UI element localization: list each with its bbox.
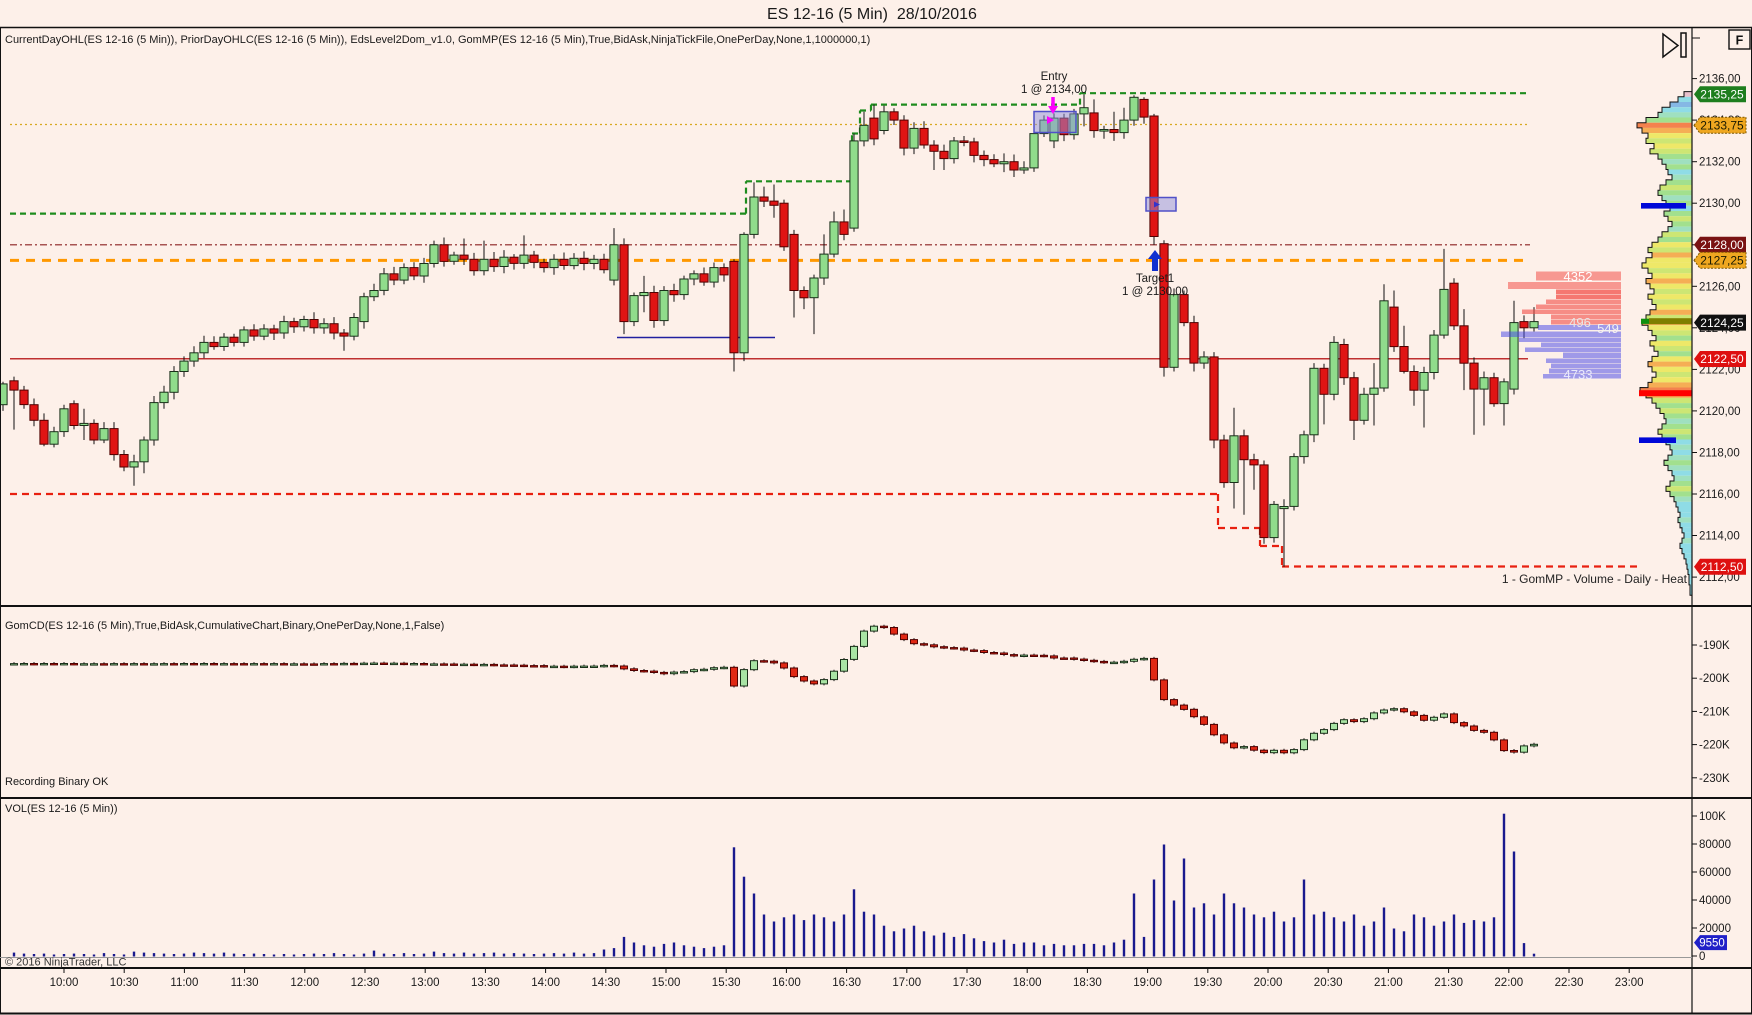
svg-text:F: F <box>1736 34 1744 48</box>
svg-text:13:30: 13:30 <box>471 977 500 989</box>
svg-text:2124,25: 2124,25 <box>1700 316 1744 330</box>
svg-text:2126,00: 2126,00 <box>1699 281 1741 293</box>
svg-text:12:00: 12:00 <box>290 977 319 989</box>
svg-text:20:30: 20:30 <box>1314 977 1343 989</box>
svg-text:© 2016 NinjaTrader, LLC: © 2016 NinjaTrader, LLC <box>5 957 126 969</box>
svg-text:-190K: -190K <box>1699 640 1730 652</box>
svg-text:496: 496 <box>1569 315 1591 330</box>
svg-text:12:30: 12:30 <box>351 977 380 989</box>
svg-text:80000: 80000 <box>1699 839 1731 851</box>
svg-text:20000: 20000 <box>1699 923 1731 935</box>
svg-text:ES 12-16 (5 Min) 28/10/2016: ES 12-16 (5 Min) 28/10/2016 <box>767 6 977 23</box>
svg-text:19:30: 19:30 <box>1193 977 1222 989</box>
svg-text:19:00: 19:00 <box>1133 977 1162 989</box>
svg-text:17:30: 17:30 <box>953 977 982 989</box>
svg-text:4352: 4352 <box>1564 269 1593 284</box>
svg-text:18:30: 18:30 <box>1073 977 1102 989</box>
svg-text:1 @ 2134,00: 1 @ 2134,00 <box>1021 84 1087 96</box>
svg-text:2114,00: 2114,00 <box>1699 531 1740 543</box>
svg-text:17:00: 17:00 <box>892 977 921 989</box>
svg-text:2116,00: 2116,00 <box>1699 489 1740 501</box>
svg-text:10:30: 10:30 <box>110 977 139 989</box>
svg-text:22:00: 22:00 <box>1494 977 1523 989</box>
svg-text:21:00: 21:00 <box>1374 977 1403 989</box>
svg-text:Recording Binary OK: Recording Binary OK <box>5 776 109 788</box>
svg-text:2127,25: 2127,25 <box>1700 254 1744 268</box>
svg-text:13:00: 13:00 <box>411 977 440 989</box>
svg-text:2135,25: 2135,25 <box>1700 87 1744 101</box>
svg-text:-210K: -210K <box>1699 706 1730 718</box>
svg-text:2120,00: 2120,00 <box>1699 406 1741 418</box>
svg-text:11:30: 11:30 <box>231 977 259 989</box>
svg-text:-230K: -230K <box>1699 773 1730 785</box>
svg-text:CurrentDayOHL(ES 12-16 (5 Min): CurrentDayOHL(ES 12-16 (5 Min)), PriorDa… <box>5 34 870 46</box>
svg-text:4733: 4733 <box>1564 367 1593 382</box>
svg-text:15:30: 15:30 <box>712 977 741 989</box>
svg-text:-200K: -200K <box>1699 673 1730 685</box>
svg-text:2130,00: 2130,00 <box>1699 198 1741 210</box>
svg-text:15:00: 15:00 <box>652 977 681 989</box>
svg-text:11:00: 11:00 <box>170 977 198 989</box>
svg-text:VOL(ES 12-16 (5 Min)): VOL(ES 12-16 (5 Min)) <box>5 803 117 815</box>
svg-text:60000: 60000 <box>1699 867 1731 879</box>
svg-text:10:00: 10:00 <box>50 977 79 989</box>
svg-text:22:30: 22:30 <box>1555 977 1584 989</box>
svg-text:40000: 40000 <box>1699 895 1731 907</box>
svg-text:-220K: -220K <box>1699 740 1730 752</box>
svg-text:16:30: 16:30 <box>832 977 861 989</box>
svg-text:14:30: 14:30 <box>591 977 620 989</box>
svg-text:16:00: 16:00 <box>772 977 801 989</box>
svg-text:2122,00: 2122,00 <box>1699 364 1741 376</box>
svg-text:2133,75: 2133,75 <box>1700 119 1744 133</box>
svg-text:9550: 9550 <box>1699 938 1725 950</box>
svg-text:14:00: 14:00 <box>531 977 560 989</box>
svg-text:21:30: 21:30 <box>1434 977 1463 989</box>
svg-text:549: 549 <box>1597 321 1619 336</box>
svg-text:GomCD(ES 12-16 (5 Min),True,Bi: GomCD(ES 12-16 (5 Min),True,BidAsk,Cumul… <box>5 620 444 632</box>
svg-text:2112,50: 2112,50 <box>1701 560 1744 574</box>
svg-text:2136,00: 2136,00 <box>1699 74 1741 86</box>
svg-text:2132,00: 2132,00 <box>1699 157 1741 169</box>
svg-text:2118,00: 2118,00 <box>1699 448 1740 460</box>
svg-text:1 @ 2130,00: 1 @ 2130,00 <box>1122 286 1188 298</box>
svg-text:100K: 100K <box>1699 811 1726 823</box>
svg-text:Target1: Target1 <box>1136 273 1174 285</box>
svg-text:0: 0 <box>1699 951 1705 963</box>
svg-text:20:00: 20:00 <box>1254 977 1283 989</box>
svg-text:2122,50: 2122,50 <box>1700 352 1744 366</box>
svg-text:1 - GomMP - Volume - Daily - H: 1 - GomMP - Volume - Daily - Heat <box>1502 572 1688 586</box>
svg-text:2112,00: 2112,00 <box>1699 572 1740 584</box>
svg-text:2128,00: 2128,00 <box>1700 238 1744 252</box>
svg-text:Entry: Entry <box>1041 71 1068 83</box>
svg-text:23:00: 23:00 <box>1615 977 1644 989</box>
svg-text:18:00: 18:00 <box>1013 977 1042 989</box>
